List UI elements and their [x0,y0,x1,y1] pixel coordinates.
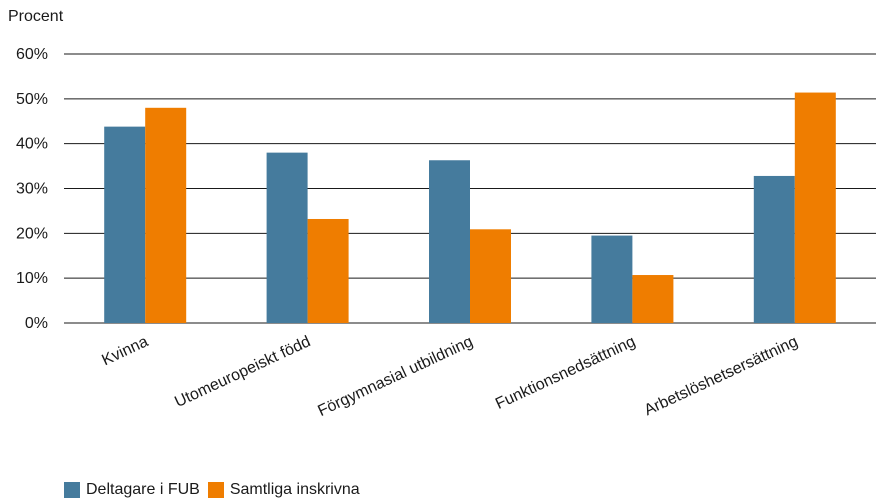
y-tick-label: 40% [16,136,48,153]
x-category-label: Arbetslöshetsersättning [642,333,801,419]
legend-label-samtliga: Samtliga inskrivna [229,481,360,498]
bar-samtliga [470,229,511,323]
y-axis-title: Procent [8,8,64,25]
bar-chart: 0% 10% 20% 30% 40% 50% 60% Kvinna Utomeuropeiskt… [16,46,876,420]
bar-deltagare [753,175,795,323]
x-category-label: Utomeuropeiskt född [172,333,313,411]
bar-deltagare [429,160,470,323]
bar-samtliga [307,218,349,323]
bar-samtliga [145,107,187,323]
bar-deltagare [266,152,308,323]
x-category-label: Förgymnasial utbildning [315,333,475,420]
bar-samtliga [632,275,674,323]
bar-deltagare [104,126,146,323]
x-category-label: Funktionsnedsättning [493,333,638,413]
legend-item-deltagare: Deltagare i FUB [64,481,200,499]
x-category-label: Kvinna [99,333,151,369]
legend-swatch-samtliga [207,482,224,498]
legend: Deltagare i FUB Samtliga inskrivna [64,481,368,499]
legend-label-deltagare: Deltagare i FUB [86,481,200,498]
legend-item-samtliga: Samtliga inskrivna [207,481,360,499]
y-tick-label: 60% [16,46,48,63]
y-tick-label: 20% [16,225,48,242]
bar-samtliga [794,92,836,323]
bar-deltagare [591,235,633,323]
legend-swatch-deltagare [64,482,80,498]
y-tick-label: 50% [16,91,48,108]
y-tick-label: 30% [16,181,48,198]
y-tick-label: 10% [16,270,48,287]
y-tick-label: 0% [25,315,48,332]
